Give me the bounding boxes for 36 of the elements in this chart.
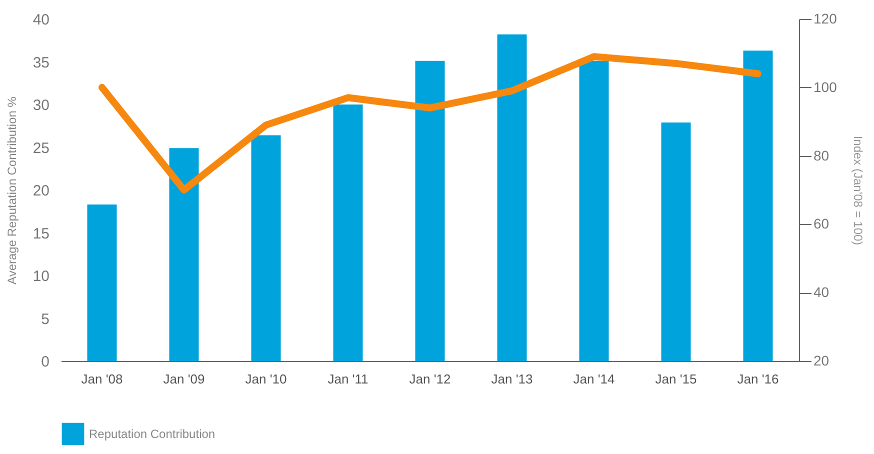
bar bbox=[579, 60, 609, 361]
x-tick-label: Jan '13 bbox=[491, 372, 533, 386]
x-tick-label: Jan '11 bbox=[328, 372, 368, 386]
bar bbox=[415, 60, 445, 361]
bar bbox=[251, 135, 281, 361]
bar bbox=[743, 50, 773, 361]
y2-tick-label: 120 bbox=[814, 10, 838, 26]
bar bbox=[333, 104, 363, 361]
x-tick-label: Jan '15 bbox=[655, 372, 697, 386]
x-tick-label: Jan '14 bbox=[573, 372, 615, 386]
y-tick-label: 40 bbox=[32, 12, 50, 28]
y-tick-label: 10 bbox=[32, 268, 50, 285]
y2-tick-label: 60 bbox=[814, 216, 830, 232]
x-tick-label: Jan '09 bbox=[163, 372, 205, 386]
y-tick-label: 30 bbox=[32, 97, 50, 114]
y2-tick-label: 20 bbox=[814, 352, 830, 368]
bar bbox=[497, 34, 527, 361]
bar bbox=[661, 122, 691, 361]
y2-tick-label: 100 bbox=[814, 78, 838, 95]
y-tick-label: 15 bbox=[32, 225, 50, 242]
y-axis-title: Average Reputation Contribution % bbox=[4, 96, 19, 284]
y-tick-label: 20 bbox=[32, 182, 50, 200]
x-tick-label: Jan '08 bbox=[81, 372, 123, 386]
x-tick-label: Jan '12 bbox=[409, 372, 451, 386]
y-tick-label: 5 bbox=[41, 310, 50, 328]
x-tick-label: Jan '10 bbox=[245, 372, 287, 386]
y2-tick-label: 40 bbox=[814, 284, 830, 300]
bar bbox=[87, 204, 117, 361]
y-tick-label: 25 bbox=[32, 140, 50, 157]
legend-label: Reputation Contribution bbox=[89, 427, 216, 441]
y2-tick-label: 80 bbox=[814, 147, 830, 164]
y-tick-label: 35 bbox=[32, 54, 50, 72]
y-tick-label: 0 bbox=[41, 354, 50, 370]
y2-axis-title: Index (Jan'08 = 100) bbox=[850, 136, 865, 246]
x-tick-label: Jan '16 bbox=[737, 372, 779, 386]
bar bbox=[169, 148, 199, 361]
